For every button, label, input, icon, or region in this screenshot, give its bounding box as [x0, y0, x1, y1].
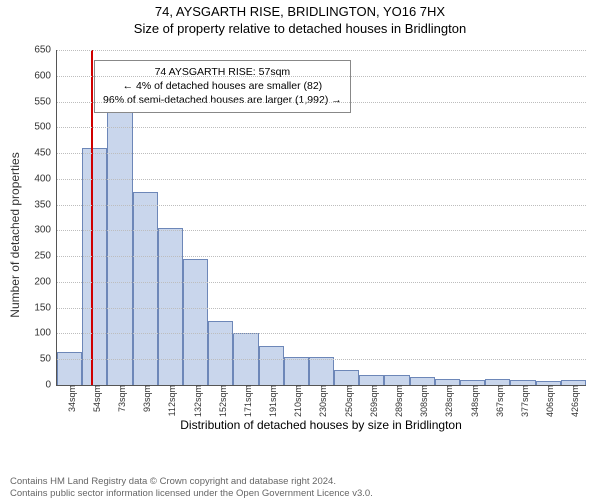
gridline	[57, 179, 586, 180]
y-tick-label: 400	[34, 173, 51, 184]
x-tick-label: 289sqm	[390, 385, 404, 417]
bar	[334, 370, 359, 385]
x-tick-label: 112sqm	[163, 385, 177, 416]
bar	[259, 346, 284, 385]
annotation-box: 74 AYSGARTH RISE: 57sqm ← 4% of detached…	[94, 60, 351, 113]
gridline	[57, 282, 586, 283]
y-tick-label: 200	[34, 276, 51, 287]
x-axis-title: Distribution of detached houses by size …	[56, 418, 586, 432]
bar-slot: 289sqm	[384, 50, 409, 385]
gridline	[57, 333, 586, 334]
y-tick-label: 650	[34, 45, 51, 56]
x-tick-label: 328sqm	[440, 385, 454, 417]
gridline	[57, 76, 586, 77]
annotation-line1: 74 AYSGARTH RISE: 57sqm	[103, 65, 342, 79]
chart-title: 74, AYSGARTH RISE, BRIDLINGTON, YO16 7HX…	[0, 4, 600, 38]
y-tick-label: 350	[34, 199, 51, 210]
x-tick-label: 171sqm	[239, 385, 253, 417]
gridline	[57, 359, 586, 360]
bar-slot: 328sqm	[435, 50, 460, 385]
x-tick-label: 377sqm	[516, 385, 530, 417]
bar-slot: 348sqm	[460, 50, 485, 385]
title-address: 74, AYSGARTH RISE, BRIDLINGTON, YO16 7HX	[0, 4, 600, 20]
bar	[133, 192, 158, 385]
x-tick-label: 210sqm	[289, 385, 303, 417]
bar-slot: 426sqm	[561, 50, 586, 385]
marker-line	[91, 50, 93, 385]
annotation-line2: ← 4% of detached houses are smaller (82)	[103, 79, 342, 93]
y-tick-label: 0	[45, 380, 51, 391]
x-tick-label: 54sqm	[88, 385, 102, 412]
footer: Contains HM Land Registry data © Crown c…	[10, 476, 590, 500]
bar-slot: 367sqm	[485, 50, 510, 385]
gridline	[57, 102, 586, 103]
bar	[208, 321, 233, 385]
annotation-line3: 96% of semi-detached houses are larger (…	[103, 93, 342, 107]
gridline	[57, 205, 586, 206]
bar-slot: 34sqm	[57, 50, 82, 385]
gridline	[57, 127, 586, 128]
bar-slot: 269sqm	[359, 50, 384, 385]
y-tick-label: 550	[34, 96, 51, 107]
x-tick-label: 132sqm	[189, 385, 203, 417]
title-subtitle: Size of property relative to detached ho…	[0, 21, 600, 37]
x-tick-label: 230sqm	[314, 385, 328, 417]
x-tick-label: 73sqm	[113, 385, 127, 412]
y-tick-label: 150	[34, 302, 51, 313]
x-tick-label: 250sqm	[340, 385, 354, 417]
y-tick-label: 450	[34, 148, 51, 159]
x-tick-label: 93sqm	[138, 385, 152, 412]
bar	[359, 375, 384, 385]
x-tick-label: 406sqm	[541, 385, 555, 417]
bar	[384, 375, 409, 385]
x-tick-label: 152sqm	[214, 385, 228, 417]
y-tick-label: 100	[34, 328, 51, 339]
x-tick-label: 34sqm	[63, 385, 77, 412]
bar-slot: 308sqm	[410, 50, 435, 385]
y-axis-title: Number of detached properties	[8, 70, 22, 235]
bar	[410, 377, 435, 385]
bar	[284, 357, 309, 385]
y-tick-label: 300	[34, 225, 51, 236]
bar	[107, 94, 132, 385]
gridline	[57, 256, 586, 257]
bar	[158, 228, 183, 385]
bar-slot: 377sqm	[510, 50, 535, 385]
footer-line1: Contains HM Land Registry data © Crown c…	[10, 476, 590, 488]
x-tick-label: 426sqm	[566, 385, 580, 417]
x-tick-label: 269sqm	[365, 385, 379, 417]
bar	[183, 259, 208, 385]
x-tick-label: 348sqm	[466, 385, 480, 417]
y-tick-label: 50	[40, 354, 51, 365]
y-tick-label: 250	[34, 251, 51, 262]
bar	[309, 357, 334, 385]
y-tick-label: 600	[34, 70, 51, 81]
footer-line2: Contains public sector information licen…	[10, 488, 590, 500]
plot-area: 34sqm54sqm73sqm93sqm112sqm132sqm152sqm17…	[56, 50, 586, 386]
bar-slot: 406sqm	[536, 50, 561, 385]
gridline	[57, 153, 586, 154]
y-tick-label: 500	[34, 122, 51, 133]
gridline	[57, 230, 586, 231]
chart: Number of detached properties 34sqm54sqm…	[0, 46, 600, 438]
x-tick-label: 191sqm	[264, 385, 278, 417]
x-tick-label: 367sqm	[491, 385, 505, 417]
x-tick-label: 308sqm	[415, 385, 429, 417]
gridline	[57, 50, 586, 51]
bar	[82, 148, 107, 385]
bar	[57, 352, 82, 386]
gridline	[57, 308, 586, 309]
